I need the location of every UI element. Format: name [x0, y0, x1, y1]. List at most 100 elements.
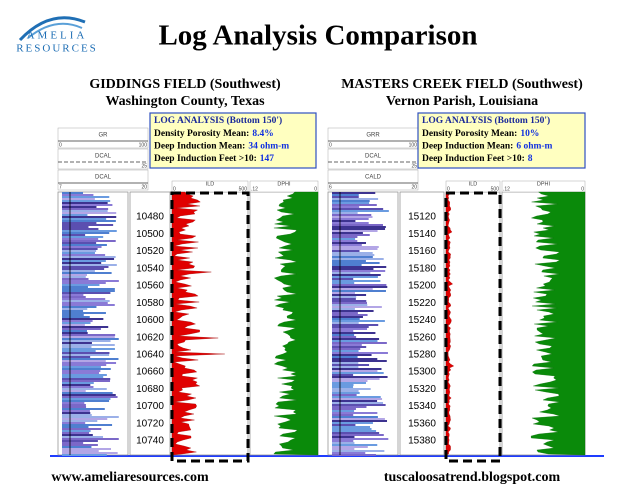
analysis-value: 8	[528, 154, 533, 164]
analysis-value: 6 ohm-m	[516, 142, 552, 152]
lithology-band	[62, 198, 95, 200]
lithology-band	[62, 286, 88, 288]
lithology-band	[62, 334, 116, 336]
lithology-band	[62, 410, 90, 412]
field-location: Vernon Parish, Louisiana	[386, 94, 538, 109]
lithology-band	[332, 396, 381, 398]
lithology-band	[62, 402, 85, 404]
lithology-band	[332, 218, 369, 220]
lithology-band	[62, 390, 86, 392]
header-max: 100	[139, 142, 148, 148]
lithology-band	[332, 222, 369, 224]
lithology-band	[332, 388, 371, 390]
lithology-band	[62, 394, 116, 396]
lithology-band	[332, 372, 384, 374]
lithology-band	[332, 378, 380, 380]
track-frame	[445, 191, 501, 456]
header-max: 500	[239, 186, 248, 192]
depth-label: 15200	[408, 281, 436, 292]
depth-label: 10720	[136, 418, 164, 429]
lithology-band	[62, 264, 117, 266]
track-frame	[399, 191, 445, 456]
lithology-band	[62, 454, 107, 456]
lithology-band	[332, 304, 368, 306]
lithology-band	[62, 412, 91, 414]
lithology-band	[62, 220, 116, 222]
lithology-band	[62, 222, 97, 224]
lithology-band	[62, 238, 99, 240]
lithology-band	[62, 406, 87, 408]
lithology-band	[62, 246, 102, 248]
lithology-band	[332, 328, 368, 330]
lithology-band	[332, 292, 355, 294]
lithology-band	[332, 276, 378, 278]
lithology-band	[62, 262, 102, 264]
lithology-band	[332, 236, 358, 238]
lithology-band	[62, 378, 111, 380]
lithology-band	[62, 350, 96, 352]
lithology-band	[332, 446, 368, 448]
lithology-band	[62, 278, 89, 280]
lithology-band	[62, 356, 91, 358]
track-frame	[129, 191, 171, 456]
header-min: 6	[329, 184, 332, 190]
lithology-band	[332, 288, 373, 290]
lithology-band	[62, 384, 91, 386]
lithology-band	[62, 362, 117, 364]
depth-label: 15220	[408, 298, 436, 309]
lithology-band	[62, 294, 84, 296]
lithology-band	[62, 290, 115, 292]
analysis-heading: LOG ANALYSIS (Bottom 150')	[422, 115, 550, 126]
header-name: DCAL	[365, 154, 382, 160]
lithology-band	[332, 280, 381, 282]
lithology-band	[332, 434, 384, 436]
track-header	[171, 180, 249, 193]
field-name: MASTERS CREEK FIELD (Southwest)	[341, 77, 583, 92]
lithology-band	[62, 274, 87, 276]
lithology-band	[332, 364, 370, 366]
lithology-band	[332, 452, 366, 454]
lithology-band	[332, 216, 373, 218]
lithology-band	[332, 230, 378, 232]
lithology-band	[62, 408, 105, 410]
dphi-curve	[530, 191, 586, 456]
track-header	[57, 148, 149, 170]
lithology-band	[332, 242, 367, 244]
lithology-band	[332, 194, 359, 196]
header-name: DPHI	[277, 181, 291, 187]
lithology-band	[332, 352, 388, 354]
lithology-band	[332, 368, 382, 370]
title: Log Analysis Comparison	[158, 20, 477, 52]
depth-label: 10520	[136, 246, 164, 257]
lithology-band	[332, 418, 385, 420]
lithology-band	[332, 422, 373, 424]
lithology-band	[332, 384, 354, 386]
lithology-band	[62, 236, 104, 238]
lithology-band	[62, 248, 98, 250]
header-name: GR	[99, 133, 109, 139]
lithology-band	[62, 218, 107, 220]
lithology-band	[62, 252, 95, 254]
footer-right: tuscaloosatrend.blogspot.com	[384, 470, 561, 485]
track-header	[327, 169, 419, 191]
analysis-heading: LOG ANALYSIS (Bottom 150')	[154, 115, 282, 126]
logo-text: AMELIA	[27, 30, 88, 42]
analysis-label: Deep Induction Feet >10:	[422, 154, 525, 164]
lithology-band	[62, 280, 119, 282]
lithology-band	[332, 406, 367, 408]
depth-label: 15280	[408, 349, 436, 360]
lithology-band	[332, 224, 383, 226]
lithology-band	[332, 340, 378, 342]
lithology-band	[62, 382, 94, 384]
field-location: Washington County, Texas	[105, 94, 265, 109]
header-name: ILD	[469, 181, 478, 187]
depth-label: 15180	[408, 263, 436, 274]
lithology-band	[332, 234, 370, 236]
lithology-band	[62, 352, 110, 354]
lithology-band	[62, 240, 116, 242]
lithology-band	[62, 210, 108, 212]
lithology-band	[332, 354, 372, 356]
header-min: .12	[251, 186, 258, 192]
header-name: DCAL	[95, 175, 112, 181]
lithology-band	[62, 192, 84, 194]
